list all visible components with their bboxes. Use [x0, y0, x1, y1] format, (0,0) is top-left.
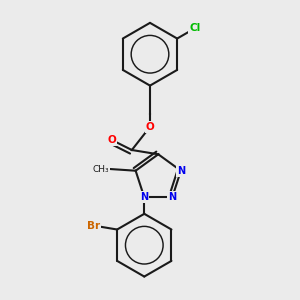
Text: N: N — [140, 192, 148, 202]
Text: N: N — [168, 192, 176, 202]
Text: Cl: Cl — [189, 23, 200, 33]
Text: N: N — [177, 166, 185, 176]
Text: O: O — [146, 122, 154, 132]
Text: Br: Br — [87, 220, 100, 230]
Text: O: O — [108, 135, 116, 145]
Text: CH₃: CH₃ — [93, 165, 109, 174]
